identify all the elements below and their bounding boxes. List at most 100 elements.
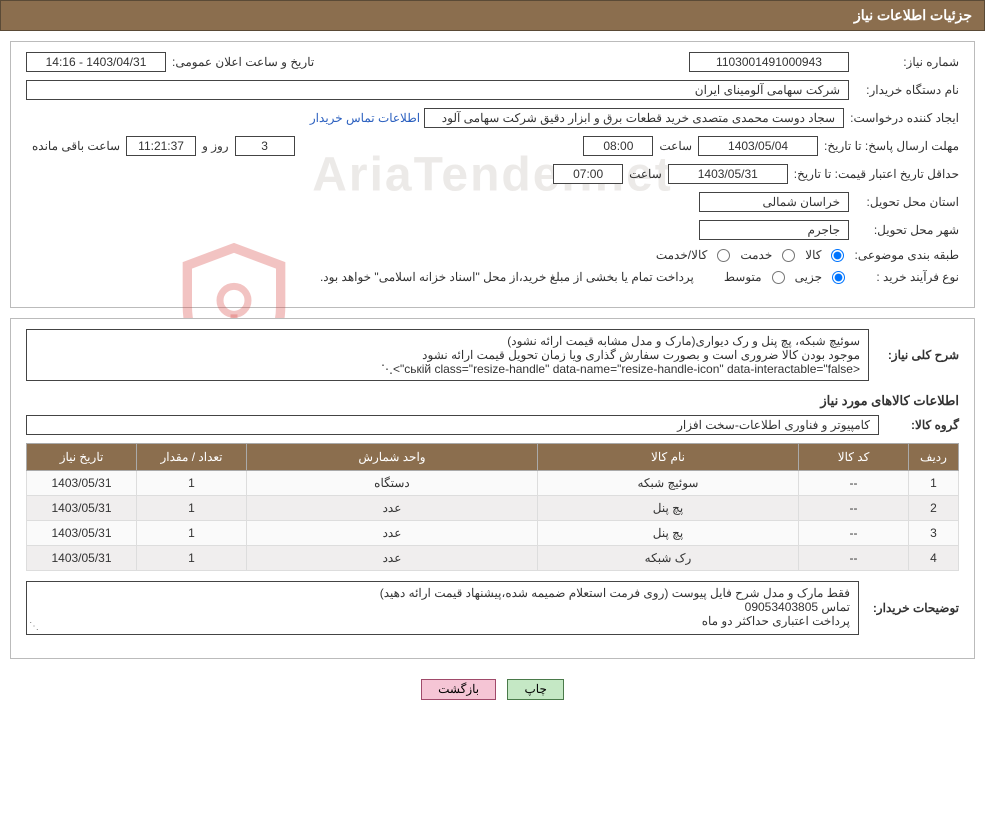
th-date: تاریخ نیاز — [27, 444, 137, 471]
category-radio-both[interactable] — [717, 249, 730, 262]
goods-table: ردیف کد کالا نام کالا واحد شمارش تعداد /… — [26, 443, 959, 571]
delivery-city-label: شهر محل تحویل: — [849, 223, 959, 237]
back-button[interactable]: بازگشت — [421, 679, 496, 700]
main-info-section: AriaTender.net شماره نیاز: 1103001491000… — [10, 41, 975, 308]
overall-desc-line2: موجود بودن کالا ضروری است و بصورت سفارش … — [35, 348, 860, 362]
table-cell: 1 — [137, 471, 247, 496]
goods-info-title: اطلاعات کالاهای مورد نیاز — [26, 393, 959, 409]
table-row: 1--سوئیچ شبکهدستگاه11403/05/31 — [27, 471, 959, 496]
purchase-type-radio-medium[interactable] — [772, 271, 785, 284]
buyer-org-value: شرکت سهامی آلومینای ایران — [26, 80, 849, 100]
purchase-type-radio-minor[interactable] — [832, 271, 845, 284]
buyer-org-label: نام دستگاه خریدار: — [849, 83, 959, 97]
table-cell: 1 — [137, 546, 247, 571]
reply-deadline-time: 08:00 — [583, 136, 653, 156]
buyer-notes-line1: فقط مارک و مدل شرح فایل پیوست (روی فرمت … — [35, 586, 850, 600]
goods-group-value: کامپیوتر و فناوری اطلاعات-سخت افزار — [26, 415, 879, 435]
purchase-type-note: پرداخت تمام یا بخشی از مبلغ خرید،از محل … — [314, 270, 700, 284]
delivery-city-row: شهر محل تحویل: جاجرم — [26, 220, 959, 240]
category-opt2: خدمت — [734, 248, 778, 262]
table-cell: دستگاه — [247, 471, 538, 496]
table-cell: -- — [799, 546, 909, 571]
th-code: کد کالا — [799, 444, 909, 471]
overall-desc-box: سوئیچ شبکه، پچ پنل و رک دیواری(مارک و مد… — [26, 329, 869, 381]
print-button[interactable]: چاپ — [507, 679, 563, 700]
th-unit: واحد شمارش — [247, 444, 538, 471]
table-cell: -- — [799, 496, 909, 521]
reply-deadline-date: 1403/05/04 — [698, 136, 818, 156]
remaining-text: ساعت باقی مانده — [26, 139, 126, 153]
table-cell: 1403/05/31 — [27, 521, 137, 546]
min-valid-date: 1403/05/31 — [668, 164, 788, 184]
button-row: چاپ بازگشت — [0, 669, 985, 710]
need-number-label: شماره نیاز: — [849, 55, 959, 69]
requester-row: ایجاد کننده درخواست: سجاد دوست محمدی متص… — [26, 108, 959, 128]
table-cell: عدد — [247, 546, 538, 571]
table-cell: 1403/05/31 — [27, 496, 137, 521]
goods-group-label: گروه کالا: — [879, 418, 959, 432]
overall-desc-row: شرح کلی نیاز: سوئیچ شبکه، پچ پنل و رک دی… — [26, 329, 959, 381]
table-cell: 2 — [909, 496, 959, 521]
reply-days-remaining: 3 — [235, 136, 295, 156]
purchase-type-opt1: جزیی — [789, 270, 828, 284]
category-radio-goods[interactable] — [831, 249, 844, 262]
category-opt3: کالا/خدمت — [650, 248, 713, 262]
need-number-value: 1103001491000943 — [689, 52, 849, 72]
contact-buyer-link[interactable]: اطلاعات تماس خریدار — [310, 111, 420, 125]
buyer-notes-line3: پرداخت اعتباری حداکثر دو ماه — [35, 614, 850, 628]
delivery-province-label: استان محل تحویل: — [849, 195, 959, 209]
min-valid-time-label: ساعت — [623, 167, 668, 181]
category-row: طبقه بندی موضوعی: کالا خدمت کالا/خدمت — [26, 248, 959, 262]
table-cell: 1 — [137, 496, 247, 521]
page-header: جزئیات اطلاعات نیاز — [0, 0, 985, 31]
requester-value: سجاد دوست محمدی متصدی خرید قطعات برق و ا… — [424, 108, 844, 128]
purchase-type-opt2: متوسط — [718, 270, 768, 284]
table-cell: رک شبکه — [537, 546, 798, 571]
table-cell: پچ پنل — [537, 496, 798, 521]
reply-deadline-label: مهلت ارسال پاسخ: تا تاریخ: — [818, 139, 959, 153]
table-cell: -- — [799, 471, 909, 496]
table-cell: عدد — [247, 496, 538, 521]
category-opt1: کالا — [799, 248, 827, 262]
table-cell: عدد — [247, 521, 538, 546]
reply-hours-remaining: 11:21:37 — [126, 136, 196, 156]
overall-desc-line1: سوئیچ شبکه، پچ پنل و رک دیواری(مارک و مد… — [35, 334, 860, 348]
category-label: طبقه بندی موضوعی: — [848, 248, 959, 262]
table-cell: پچ پنل — [537, 521, 798, 546]
days-suffix: روز و — [196, 139, 235, 153]
delivery-province-row: استان محل تحویل: خراسان شمالی — [26, 192, 959, 212]
th-row: ردیف — [909, 444, 959, 471]
goods-group-row: گروه کالا: کامپیوتر و فناوری اطلاعات-سخت… — [26, 415, 959, 435]
buyer-org-row: نام دستگاه خریدار: شرکت سهامی آلومینای ا… — [26, 80, 959, 100]
min-valid-row: حداقل تاریخ اعتبار قیمت: تا تاریخ: 1403/… — [26, 164, 959, 184]
buyer-notes-label: توضیحات خریدار: — [859, 601, 959, 615]
buyer-notes-row: توضیحات خریدار: فقط مارک و مدل شرح فایل … — [26, 581, 959, 635]
delivery-city-value: جاجرم — [699, 220, 849, 240]
min-valid-label: حداقل تاریخ اعتبار قیمت: تا تاریخ: — [788, 167, 959, 181]
table-row: 4--رک شبکهعدد11403/05/31 — [27, 546, 959, 571]
page-title: جزئیات اطلاعات نیاز — [854, 7, 972, 23]
table-cell: 4 — [909, 546, 959, 571]
delivery-province-value: خراسان شمالی — [699, 192, 849, 212]
announce-label: تاریخ و ساعت اعلان عمومی: — [166, 55, 320, 69]
reply-deadline-row: مهلت ارسال پاسخ: تا تاریخ: 1403/05/04 سا… — [26, 136, 959, 156]
table-cell: 1 — [137, 521, 247, 546]
reply-time-label: ساعت — [653, 139, 698, 153]
table-cell: سوئیچ شبکه — [537, 471, 798, 496]
table-row: 2--پچ پنلعدد11403/05/31 — [27, 496, 959, 521]
table-row: 3--پچ پنلعدد11403/05/31 — [27, 521, 959, 546]
announce-value: 14:16 - 1403/04/31 — [26, 52, 166, 72]
goods-section: شرح کلی نیاز: سوئیچ شبکه، پچ پنل و رک دی… — [10, 318, 975, 659]
buyer-notes-box: فقط مارک و مدل شرح فایل پیوست (روی فرمت … — [26, 581, 859, 635]
table-cell: 1403/05/31 — [27, 546, 137, 571]
buyer-notes-line2: تماس 09053403805 — [35, 600, 850, 614]
requester-label: ایجاد کننده درخواست: — [844, 111, 959, 125]
overall-desc-label: شرح کلی نیاز: — [869, 348, 959, 362]
table-cell: 1 — [909, 471, 959, 496]
table-cell: -- — [799, 521, 909, 546]
table-cell: 1403/05/31 — [27, 471, 137, 496]
category-radio-service[interactable] — [782, 249, 795, 262]
th-name: نام کالا — [537, 444, 798, 471]
table-header-row: ردیف کد کالا نام کالا واحد شمارش تعداد /… — [27, 444, 959, 471]
table-cell: 3 — [909, 521, 959, 546]
